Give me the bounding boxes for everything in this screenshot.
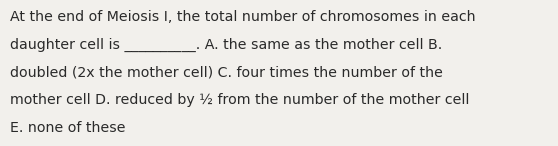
Text: mother cell D. reduced by ½ from the number of the mother cell: mother cell D. reduced by ½ from the num…: [10, 93, 469, 107]
Text: At the end of Meiosis I, the total number of chromosomes in each: At the end of Meiosis I, the total numbe…: [10, 10, 475, 24]
Text: E. none of these: E. none of these: [10, 121, 126, 135]
Text: doubled (2x the mother cell) C. four times the number of the: doubled (2x the mother cell) C. four tim…: [10, 66, 443, 80]
Text: daughter cell is __________. A. the same as the mother cell B.: daughter cell is __________. A. the same…: [10, 38, 442, 52]
